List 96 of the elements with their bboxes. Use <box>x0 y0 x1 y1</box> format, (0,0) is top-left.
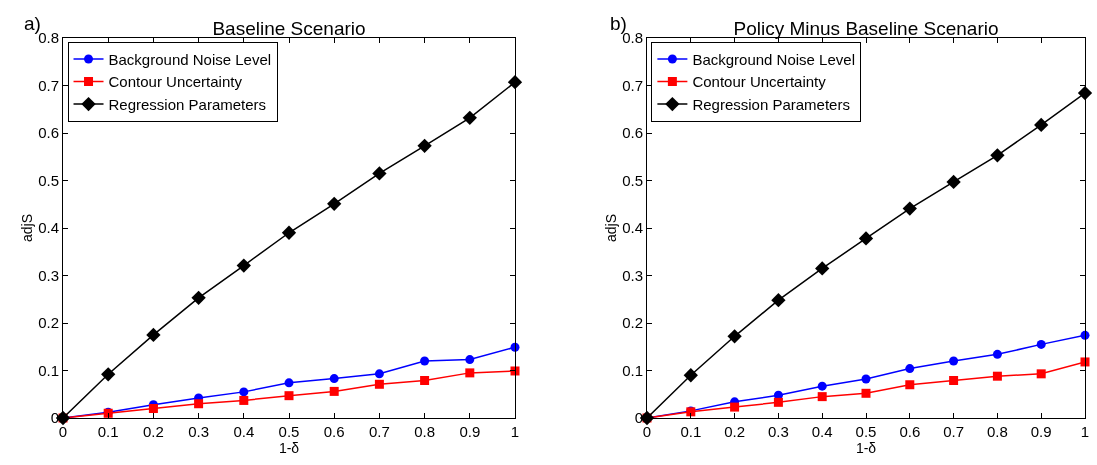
text: b) <box>610 13 627 34</box>
point <box>329 374 339 384</box>
x-tick-label: 0.4 <box>811 423 833 440</box>
x-tick-label: 0.3 <box>188 423 210 440</box>
point <box>771 293 786 308</box>
point <box>191 290 206 305</box>
chart-title: Baseline Scenario <box>212 17 366 39</box>
point <box>730 402 740 412</box>
point <box>239 387 249 397</box>
point <box>327 196 342 211</box>
point <box>462 110 477 125</box>
x-tick-label: 0.1 <box>97 423 119 440</box>
point <box>905 380 915 390</box>
x-tick-label: 0.1 <box>680 423 702 440</box>
y-tick-label: 0.3 <box>38 266 59 284</box>
point <box>239 395 249 405</box>
point <box>949 375 959 385</box>
point <box>817 381 827 391</box>
point <box>374 379 384 389</box>
point <box>284 391 294 401</box>
x-tick-label: 1 <box>510 423 520 440</box>
y-tick-label: 0.2 <box>38 314 59 332</box>
legend-label: Regression Parameters <box>692 95 850 113</box>
x-tick-label: 0.6 <box>899 423 921 440</box>
point <box>420 375 430 385</box>
point <box>146 327 161 343</box>
y-tick-label: 0.7 <box>38 76 59 94</box>
text: a) <box>24 13 41 34</box>
point <box>817 392 827 402</box>
point <box>236 258 251 273</box>
point <box>905 364 915 374</box>
legend-label: Background Noise Level <box>692 50 855 68</box>
y-axis-title: adjS <box>602 213 619 243</box>
x-tick-label: 0.4 <box>233 423 255 440</box>
y-tick-label: 0.5 <box>38 171 59 189</box>
point <box>946 174 961 190</box>
point <box>683 368 698 383</box>
y-tick-label: 0.6 <box>38 124 59 142</box>
point <box>1036 369 1046 379</box>
x-tick-label: 0.6 <box>323 423 345 440</box>
point <box>329 386 339 396</box>
x-tick-label: 0.8 <box>986 423 1008 440</box>
point <box>992 349 1002 359</box>
y-tick-label: 0.5 <box>622 171 643 189</box>
x-axis-title: 1-δ <box>855 440 877 456</box>
x-tick-label: 0.3 <box>767 423 789 440</box>
point <box>194 399 204 409</box>
x-tick-label: 0.8 <box>414 423 436 440</box>
point <box>101 367 116 382</box>
point <box>284 378 294 388</box>
y-tick-label: 0.6 <box>622 124 643 142</box>
y-tick-label: 0.2 <box>622 314 643 332</box>
point <box>992 371 1002 381</box>
point <box>949 356 959 366</box>
point <box>861 374 871 384</box>
legend-label: Regression Parameters <box>108 95 267 113</box>
x-tick-label: 0.9 <box>1030 423 1052 440</box>
point <box>1034 117 1049 133</box>
point <box>902 201 917 216</box>
point <box>858 231 874 246</box>
legend-label: Background Noise Level <box>108 50 272 68</box>
point <box>372 166 387 181</box>
point <box>990 148 1005 163</box>
y-axis-title: adjS <box>18 213 35 243</box>
x-tick-label: 0.2 <box>724 423 746 440</box>
chart-title: Policy Minus Baseline Scenario <box>733 17 999 39</box>
x-tick-label: 0.7 <box>368 423 390 440</box>
point <box>465 368 475 378</box>
y-tick-label: 0.4 <box>622 219 643 237</box>
y-tick-label: 0.7 <box>622 76 643 94</box>
point <box>148 404 158 413</box>
legend-label: Contour Uncertainty <box>108 73 243 91</box>
y-tick-label: 0.3 <box>622 266 643 284</box>
point <box>374 369 384 379</box>
point <box>861 388 871 398</box>
point <box>1036 339 1046 349</box>
x-tick-label: 1 <box>1080 423 1090 440</box>
x-tick-label: 0.9 <box>459 423 481 440</box>
point <box>1077 85 1093 101</box>
y-tick-label: 0.1 <box>38 361 59 379</box>
y-tick-label: 0.8 <box>38 29 59 47</box>
point <box>420 356 430 366</box>
point <box>815 261 830 276</box>
y-tick-label: 0.4 <box>38 219 59 237</box>
x-tick-label: 0.2 <box>142 423 164 440</box>
point <box>465 355 475 365</box>
point <box>417 138 432 153</box>
point <box>727 329 742 344</box>
x-axis-title: 1-δ <box>278 440 300 456</box>
point <box>773 397 783 407</box>
legend-label: Contour Uncertainty <box>692 73 827 91</box>
y-tick-label: 0.1 <box>622 361 643 379</box>
x-tick-label: 0.7 <box>943 423 965 440</box>
x-tick-label: 0.5 <box>855 423 877 440</box>
point <box>281 225 297 240</box>
x-tick-label: 0.5 <box>278 423 300 440</box>
